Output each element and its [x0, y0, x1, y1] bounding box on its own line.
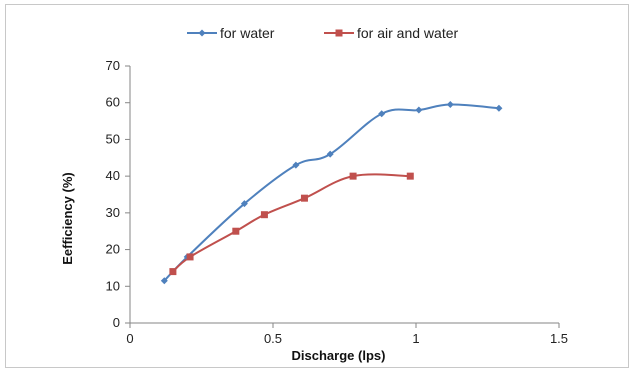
data-point — [378, 110, 386, 118]
legend-entry-label: for water — [220, 25, 275, 41]
x-tick-labels: 0 0.5 1 1.5 — [126, 331, 568, 346]
data-point — [169, 268, 177, 276]
y-tick-label: 70 — [106, 58, 120, 73]
y-tick-labels: 0 10 20 30 40 50 60 70 — [106, 58, 120, 330]
series-markers — [160, 101, 503, 285]
series-line-air-and-water — [172, 173, 411, 273]
data-point — [406, 172, 414, 180]
y-axis-label: Eefficiency (%) — [60, 172, 75, 264]
data-point — [232, 227, 240, 235]
x-tick-label: 1 — [412, 331, 419, 346]
chart-frame: for water for air and water 0 10 20 30 40 50 60… — [5, 4, 629, 368]
series-line-water — [163, 103, 500, 282]
x-tick-label: 1.5 — [550, 331, 568, 346]
y-tick-label: 60 — [106, 95, 120, 110]
data-point — [495, 104, 503, 112]
data-point — [260, 211, 268, 219]
y-tick-label: 20 — [106, 242, 120, 257]
legend-marker — [335, 29, 343, 37]
data-point — [240, 200, 248, 208]
y-tick-label: 40 — [106, 168, 120, 183]
data-point — [446, 101, 454, 109]
legend-marker — [198, 29, 206, 37]
series-lines — [163, 103, 500, 282]
legend-entry-label: for air and water — [357, 25, 458, 41]
data-point — [160, 277, 168, 285]
data-point — [326, 150, 334, 158]
data-point — [292, 161, 300, 169]
x-tick-label: 0.5 — [264, 331, 282, 346]
efficiency-chart: for water for air and water 0102030405060… — [60, 25, 568, 363]
legend: for water for air and water — [187, 25, 458, 41]
y-tick-label: 10 — [106, 278, 120, 293]
y-tick-label: 30 — [106, 205, 120, 220]
axes — [125, 65, 560, 328]
data-point — [186, 253, 194, 261]
y-tick-label: 50 — [106, 131, 120, 146]
x-tick-label: 0 — [126, 331, 133, 346]
data-point — [300, 194, 308, 202]
y-tick-label: 0 — [113, 315, 120, 330]
data-point — [415, 106, 423, 114]
x-axis-label: Discharge (lps) — [292, 348, 386, 363]
data-point — [349, 172, 357, 180]
